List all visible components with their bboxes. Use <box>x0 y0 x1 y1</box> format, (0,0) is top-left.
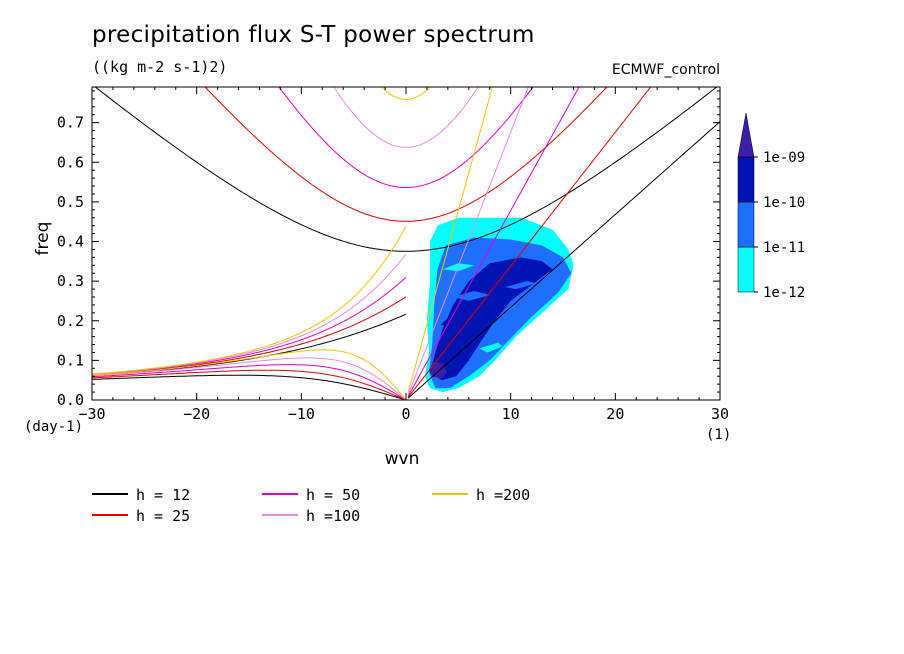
curve-rossby-3 <box>92 357 407 400</box>
y-tick-label: 0.7 <box>57 114 84 132</box>
curve-kelvin-2 <box>407 87 580 397</box>
colorbar-box-1 <box>737 201 755 248</box>
contour-region-9 <box>479 342 503 353</box>
colorbar: 1e-09 1e-10 1e-11 1e-12 <box>737 112 805 301</box>
curve-rossby-1 <box>92 369 407 400</box>
x-tick-label: 20 <box>606 405 624 423</box>
legend-label-2: h = 50 <box>306 486 360 504</box>
curve-ig-1 <box>204 87 608 222</box>
contour-region-2 <box>430 257 553 381</box>
curve-ig-2 <box>278 87 534 188</box>
plot-frame <box>91 86 721 401</box>
curve-kelvin-1 <box>407 87 652 398</box>
y-tick-label: 0.3 <box>57 272 84 290</box>
x-tick-label: 30 <box>711 405 729 423</box>
y-tick-label: 0.6 <box>57 153 84 171</box>
contour-fills <box>424 217 574 393</box>
curve-ig-3 <box>333 87 479 148</box>
source-label: ECMWF_control <box>611 62 720 78</box>
legend-label-0: h = 12 <box>136 486 190 504</box>
curve-kelvin-4 <box>407 87 493 393</box>
y-axis-label: freq <box>33 222 53 256</box>
y-tick-label: 0.4 <box>57 233 84 251</box>
x-axis-label: wvn <box>385 449 420 469</box>
curve-kelvin-0 <box>407 121 720 399</box>
axis-labels: wvn freq (day-1) (1) <box>24 222 731 469</box>
colorbar-top-triangle <box>737 112 755 158</box>
curve-ig-4 <box>381 87 431 101</box>
contour-region-7 <box>440 312 464 327</box>
curve-rossby-2 <box>92 364 407 400</box>
curve-mrg-1 <box>92 296 407 376</box>
colorbar-label: 1e-09 <box>763 150 805 166</box>
chart-units: ((kg m-2 s-1)2) <box>92 58 228 76</box>
dispersion-curves <box>92 87 720 400</box>
curve-kelvin-3 <box>407 87 529 395</box>
x-tick-label: −30 <box>78 405 105 423</box>
axis-ticks: −30 −20 −10 0 10 20 30 0.0 0.1 0.2 0.3 0.4 0.5 0.6 0.7 <box>57 87 729 423</box>
legend-label-1: h = 25 <box>136 507 190 525</box>
curve-mrg-4 <box>92 226 407 375</box>
contour-region-3 <box>429 362 447 379</box>
x-tick-label: −20 <box>183 405 210 423</box>
legend: h = 12 h = 25 h = 50 h =100 h =200 <box>92 486 530 525</box>
y-tick-label: 0.0 <box>57 391 84 409</box>
x-tick-label: 10 <box>502 405 520 423</box>
y-tick-label: 0.1 <box>57 351 84 369</box>
contour-region-4 <box>463 247 537 258</box>
curve-ig-0 <box>94 87 718 252</box>
y-tick-label: 0.2 <box>57 312 84 330</box>
colorbar-box-0 <box>737 246 755 293</box>
y-unit-label: (day-1) <box>24 419 83 435</box>
curve-rossby-0 <box>92 374 407 400</box>
legend-label-4: h =200 <box>476 486 530 504</box>
x-tick-label: −10 <box>288 405 315 423</box>
x-unit-label: (1) <box>706 427 731 443</box>
x-tick-label: 0 <box>401 405 410 423</box>
colorbar-label: 1e-10 <box>763 195 805 211</box>
contour-region-8 <box>505 281 537 290</box>
colorbar-label: 1e-12 <box>763 285 805 301</box>
curve-rossby-4 <box>92 349 407 400</box>
colorbar-box-2 <box>737 156 755 203</box>
colorbar-label: 1e-11 <box>763 240 805 256</box>
y-tick-label: 0.5 <box>57 193 84 211</box>
legend-label-3: h =100 <box>306 507 360 525</box>
chart-title: precipitation flux S-T power spectrum <box>92 22 535 48</box>
